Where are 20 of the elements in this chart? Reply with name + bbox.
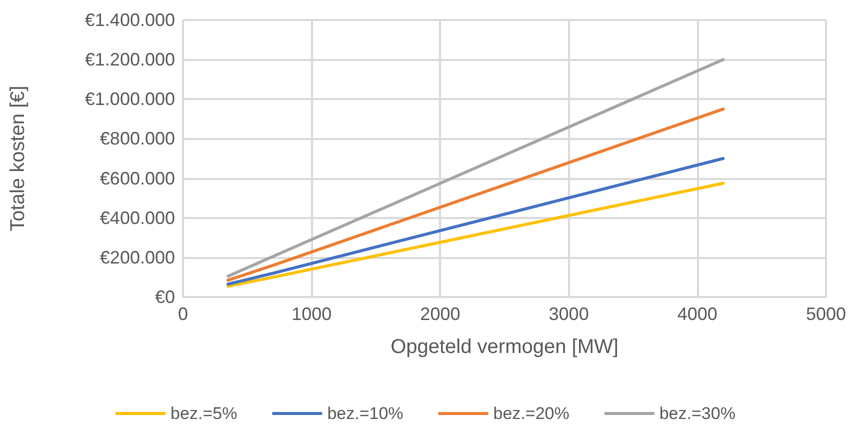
x-axis-title: Opgeteld vermogen [MW]	[390, 336, 618, 358]
x-tick-label: 4000	[677, 304, 718, 324]
y-tick-label: €600.000	[100, 168, 175, 188]
y-tick-label: €200.000	[100, 247, 175, 268]
x-tick-label: 0	[178, 304, 188, 324]
y-tick-label: €800.000	[100, 128, 175, 149]
x-tick-label: 1000	[292, 304, 332, 324]
x-tick-label: 3000	[548, 304, 589, 324]
x-tick-label: 2000	[420, 304, 460, 324]
y-axis-title: Totale kosten [€]	[7, 86, 29, 232]
y-tick-label: €0	[154, 287, 175, 307]
y-tick-label: €400.000	[100, 208, 175, 228]
legend-label: bez.=5%	[170, 404, 238, 423]
y-tick-label: €1.000.000	[84, 89, 175, 110]
legend-label: bez.=20%	[493, 404, 570, 423]
legend-label: bez.=30%	[659, 404, 736, 423]
legend-label: bez.=10%	[327, 404, 404, 423]
y-tick-label: €1.200.000	[84, 50, 175, 70]
x-tick-label: 5000	[806, 304, 846, 324]
y-tick-label: €1.400.000	[84, 10, 175, 30]
